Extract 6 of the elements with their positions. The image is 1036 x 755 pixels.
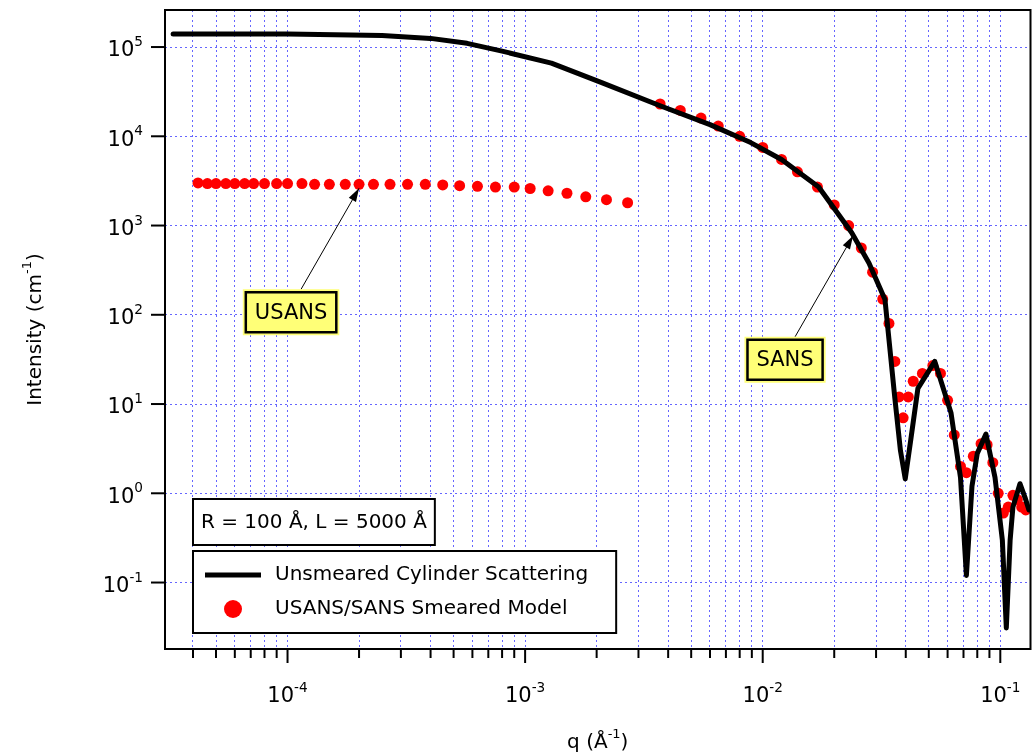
annotation: SANS [756,347,814,372]
legend-label: USANS/SANS Smeared Model [275,595,568,620]
annotation: R = 100 Å, L = 5000 Å [201,509,428,534]
annotation: USANS [254,299,328,324]
legend-label: Unsmeared Cylinder Scattering [275,561,589,586]
y-axis-title: Intensity (cm-1) [19,253,47,406]
